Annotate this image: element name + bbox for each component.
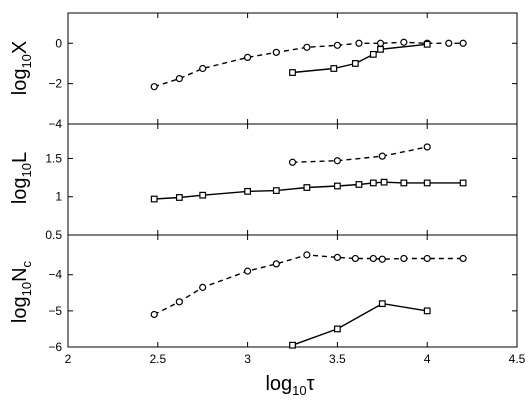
- panel-l-frame: [67, 123, 518, 236]
- panel-nc-series-circles-point: [150, 310, 158, 319]
- panel-nc-ytick-label: −6: [48, 340, 62, 354]
- panel-nc-series-circles-point: [244, 267, 252, 275]
- x-axis-label: log10τ: [265, 373, 314, 398]
- panel-l-series-squares-point: [369, 179, 377, 187]
- panel-l-series-circles-point: [423, 143, 431, 151]
- x-axis-label-sub: 10: [292, 383, 306, 398]
- x-axis-label-var: τ: [307, 373, 315, 395]
- y-axis-label-nc-var-sub: c: [19, 260, 34, 267]
- panel-x-series-circles-point: [303, 43, 311, 51]
- panel-nc-frame: [67, 234, 518, 348]
- panel-nc-ytick-label: −5: [48, 304, 62, 318]
- y-axis-label-l-sub: 10: [19, 163, 34, 177]
- x-tick-label: 3.5: [329, 352, 346, 366]
- panel-x-series-circles-point: [333, 41, 341, 49]
- y-axis-label-nc-sub: 10: [19, 282, 34, 296]
- panel-nc-series-circles-point: [369, 254, 377, 263]
- panel-nc-series-circles-point: [175, 298, 183, 306]
- panel-l-series-squares-point: [380, 178, 388, 186]
- panel-l: 0.5 1 1.5: [45, 123, 518, 242]
- panel-l-series-squares-point: [303, 184, 311, 191]
- panel-x-ytick-label: 0: [55, 36, 62, 50]
- panel-x-series-circles-point: [459, 39, 467, 47]
- panel-nc-series-squares-point: [289, 341, 296, 349]
- panel-nc-series-circles-point: [459, 254, 467, 263]
- panel-l-series-squares-point: [244, 187, 252, 195]
- panel-x-ytick-label: −4: [48, 117, 62, 131]
- panel-nc-series-squares-line: [292, 302, 428, 346]
- y-axis-label-x-sub: 10: [19, 54, 34, 68]
- panel-x-series-circles-point: [199, 64, 207, 73]
- panel-l-ytick-label: 0.5: [45, 228, 62, 242]
- panel-l-series-squares-point: [199, 191, 207, 199]
- panel-x-series-circles-point: [150, 83, 158, 91]
- panel-nc-series-circles-point: [303, 251, 311, 259]
- panel-l-ytick-label: 1: [55, 190, 62, 204]
- panel-x-frame: [67, 12, 518, 125]
- panel-x-series-circles-point: [355, 39, 363, 47]
- panel-x-series-circles-point: [400, 38, 408, 46]
- panel-nc-series-circles-point: [351, 254, 359, 263]
- panel-l-series-circles-line: [292, 146, 428, 163]
- y-axis-label-l-var: L: [9, 152, 31, 163]
- y-axis-label-nc-var: N: [9, 267, 31, 281]
- panel-l-series-squares-point: [459, 179, 467, 187]
- panel-x-series-squares-point: [377, 45, 384, 53]
- x-tick-label: 2.5: [149, 352, 166, 366]
- panel-l-series-squares-point: [334, 182, 341, 190]
- panel-x-series-squares-point: [369, 50, 377, 58]
- panel-l-series-squares-point: [150, 195, 158, 203]
- panel-l-series-squares-point: [175, 194, 183, 201]
- panel-nc-series-circles-point: [378, 255, 386, 263]
- x-tick-label: 4: [424, 352, 431, 366]
- panel-x-series-squares-point: [423, 40, 431, 48]
- panel-x-series-circles-point: [376, 39, 385, 47]
- panel-x-series-circles-point: [244, 53, 252, 62]
- x-axis-label-base: log: [265, 373, 292, 395]
- panel-x-series-squares-point: [351, 60, 359, 67]
- x-tick-label: 2: [65, 352, 72, 366]
- panel-x-series-circles-point: [175, 74, 183, 83]
- y-axis-label-x: log10X: [9, 41, 34, 96]
- y-axis-label-l-base: log: [9, 177, 31, 204]
- panel-nc: −6 −5 −4: [48, 234, 518, 354]
- panel-l-series-squares-point: [423, 179, 431, 187]
- y-axis-label-nc: log10Nc: [9, 260, 34, 323]
- panels-layer: −4 −2 0 0.5 1 1.5 −6 −5 −4 2 2.5 3 3.5 4 4.5: [45, 12, 526, 366]
- panel-x-ytick-label: −2: [48, 77, 62, 91]
- panel-l-series-circles-point: [333, 157, 341, 165]
- panel-nc-series-circles-point: [199, 283, 207, 291]
- panel-nc-series-squares-point: [378, 300, 386, 308]
- panel-nc-series-circles-point: [333, 253, 341, 261]
- panel-l-ytick-label: 1.5: [45, 151, 62, 165]
- panel-l-series-squares-point: [272, 187, 280, 195]
- y-axis-label-nc-base: log: [9, 296, 31, 323]
- panel-l-series-squares-point: [355, 181, 363, 188]
- panel-nc-series-circles-point: [400, 254, 408, 263]
- panel-x-series-squares-point: [289, 69, 296, 76]
- y-axis-label-l: log10L: [9, 152, 34, 204]
- panel-nc-series-squares-point: [334, 325, 341, 333]
- panel-x-series-circles-point: [272, 48, 280, 56]
- x-tick-label: 4.5: [509, 352, 526, 366]
- panel-x-series-squares-line: [292, 43, 428, 74]
- panel-x: −4 −2 0: [48, 12, 518, 131]
- y-axis-label-x-var: X: [9, 41, 31, 54]
- x-tick-label: 3: [244, 352, 251, 366]
- y-axis-label-x-base: log: [9, 69, 31, 96]
- panel-nc-ytick-label: −4: [48, 268, 62, 282]
- panel-nc-series-squares-point: [423, 307, 431, 315]
- panel-l-series-circles-point: [288, 158, 297, 166]
- panel-x-series-squares-point: [330, 65, 338, 72]
- panel-x-series-circles-point: [445, 39, 453, 47]
- panel-nc-series-circles-point: [272, 260, 280, 268]
- panel-nc-series-circles-point: [423, 254, 431, 263]
- panel-l-series-circles-point: [378, 152, 386, 160]
- panel-l-series-squares-point: [400, 179, 408, 187]
